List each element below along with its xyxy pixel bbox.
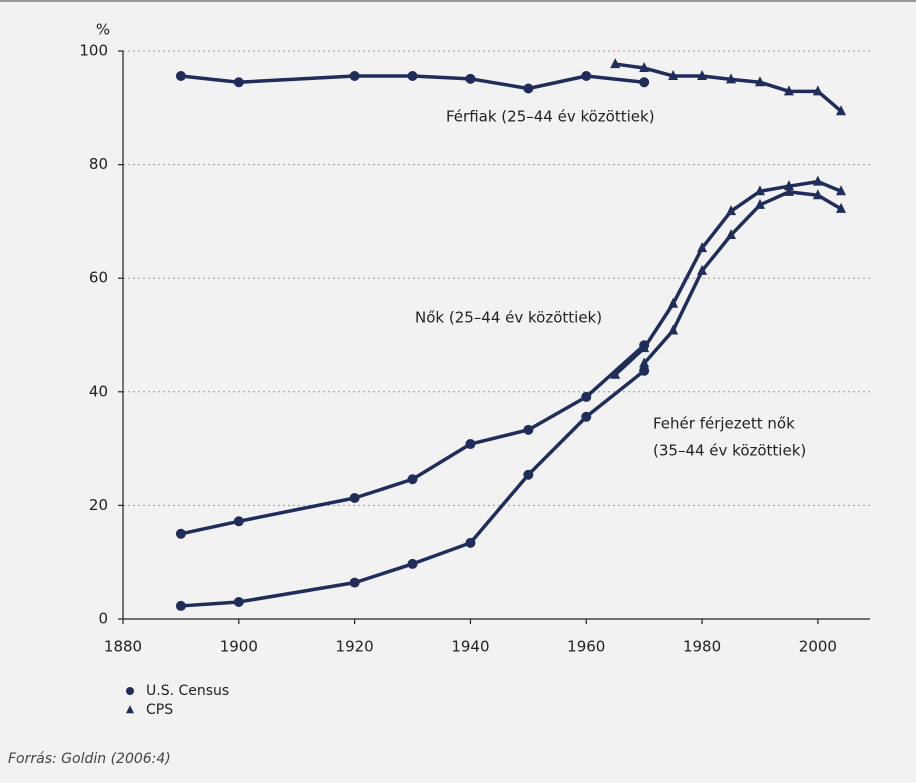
marker-circle (465, 537, 476, 548)
marker-triangle (836, 185, 847, 196)
series-line (614, 62, 843, 113)
series-line (642, 190, 842, 365)
source: Forrás: Goldin (2006:4) (8, 751, 171, 767)
x-tick-label: 1900 (220, 638, 258, 656)
marker-triangle (639, 62, 650, 73)
y-tick-label: 0 (98, 610, 108, 628)
x-tick-label: 1960 (567, 638, 605, 656)
marker-circle (349, 493, 360, 504)
marker-triangle (126, 705, 134, 714)
marker-triangle (754, 76, 765, 87)
y-tick-label: 100 (79, 42, 108, 60)
y-tick-label: 60 (89, 269, 108, 287)
marker-triangle (726, 73, 737, 84)
x-tick-label: 1880 (104, 638, 142, 656)
marker-triangle (754, 185, 765, 196)
legend-label: U.S. Census (146, 683, 229, 699)
marker-triangle (610, 58, 621, 69)
marker-circle (465, 73, 476, 84)
marker-triangle (812, 175, 823, 186)
y-tick-label: 20 (89, 496, 108, 514)
marker-circle (233, 516, 244, 527)
marker-triangle (812, 189, 823, 200)
marker-circle (639, 365, 650, 376)
marker-triangle (812, 85, 823, 96)
x-tick-label: 1980 (683, 638, 721, 656)
x-tick-label: 1940 (451, 638, 489, 656)
marker-circle (407, 70, 418, 81)
marker-circle (581, 70, 592, 81)
x-tick-label: 2000 (799, 638, 837, 656)
series-line (180, 343, 646, 536)
marker-triangle (783, 180, 794, 191)
marker-triangle (783, 85, 794, 96)
legend-label: CPS (146, 702, 173, 718)
marker-circle (233, 77, 244, 88)
marker-circle (407, 474, 418, 485)
x-tick-label: 1920 (336, 638, 374, 656)
marker-triangle (754, 198, 765, 209)
marker-circle (465, 439, 476, 450)
marker-circle (126, 687, 134, 695)
marker-circle (175, 528, 186, 539)
marker-triangle (726, 229, 737, 240)
marker-circle (349, 70, 360, 81)
marker-triangle (639, 342, 650, 353)
marker-triangle (726, 205, 737, 216)
marker-circle (175, 600, 186, 611)
marker-circle (581, 391, 592, 402)
marker-triangle (639, 357, 650, 368)
marker-triangle (668, 69, 679, 80)
marker-circle (349, 577, 360, 588)
annotation: Nők (25–44 év közöttiek) (415, 309, 602, 327)
annotation: Férfiak (25–44 év közöttiek) (446, 108, 655, 126)
marker-circle (523, 83, 534, 94)
marker-circle (581, 411, 592, 422)
y-axis-label: % (96, 21, 110, 39)
series-line (180, 369, 646, 608)
marker-circle (407, 558, 418, 569)
marker-triangle (836, 202, 847, 213)
series-line (180, 74, 645, 91)
annotation: Fehér férjezett nők (653, 415, 795, 433)
marker-circle (175, 70, 186, 81)
marker-triangle (783, 185, 794, 196)
marker-circle (639, 77, 650, 88)
marker-triangle (610, 368, 621, 379)
marker-triangle (697, 264, 708, 275)
marker-circle (523, 424, 534, 435)
annotation: (35–44 év közöttiek) (653, 442, 806, 460)
marker-triangle (836, 105, 847, 116)
y-tick-label: 80 (89, 155, 108, 173)
marker-circle (523, 469, 534, 480)
marker-circle (233, 596, 244, 607)
marker-triangle (668, 324, 679, 335)
marker-triangle (697, 69, 708, 80)
y-tick-label: 40 (89, 382, 108, 400)
marker-triangle (668, 297, 679, 308)
marker-triangle (697, 242, 708, 253)
